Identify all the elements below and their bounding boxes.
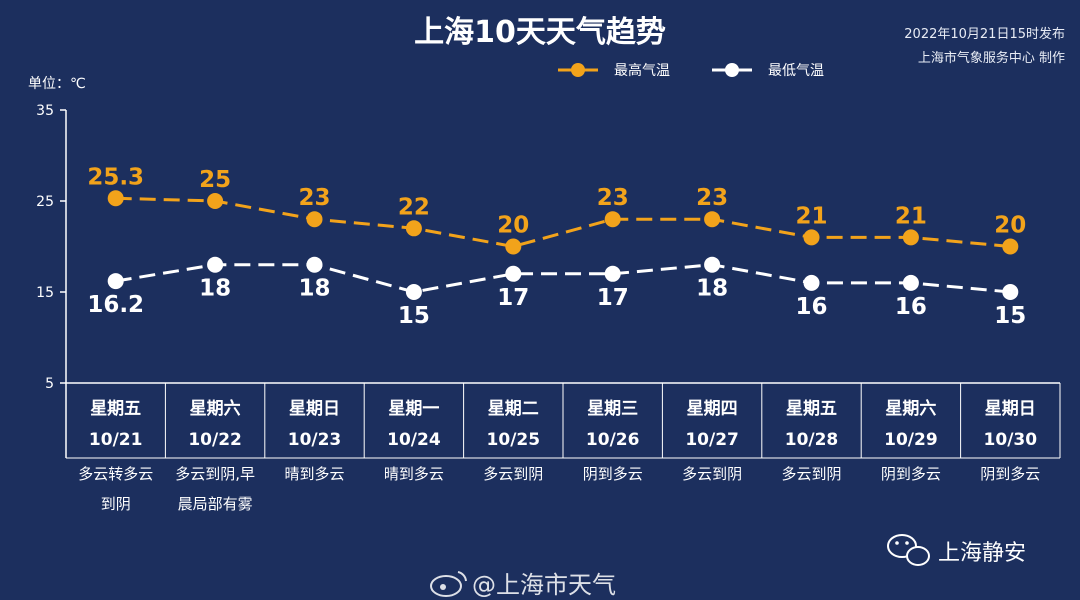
low-temp-point bbox=[803, 274, 820, 291]
legend-low-label: 最低气温 bbox=[768, 63, 824, 79]
condition-label: 晴到多云 bbox=[384, 465, 444, 483]
date-label: 10/28 bbox=[785, 430, 839, 450]
condition-label: 阴到多云 bbox=[881, 465, 941, 483]
low-temp-point bbox=[505, 265, 522, 282]
low-temp-label: 16 bbox=[895, 294, 927, 320]
high-temp-label: 20 bbox=[497, 213, 529, 239]
high-temp-label: 23 bbox=[597, 185, 629, 211]
high-temp-point bbox=[803, 229, 820, 246]
condition-label: 多云转多云 bbox=[78, 465, 153, 483]
day-label: 星期六 bbox=[885, 398, 936, 419]
legend-high-label: 最高气温 bbox=[614, 62, 670, 79]
high-temp-point bbox=[1002, 238, 1019, 255]
day-label: 星期一 bbox=[388, 399, 439, 419]
day-label: 星期四 bbox=[687, 399, 738, 419]
low-temp-point bbox=[306, 256, 323, 273]
low-temp-label: 18 bbox=[696, 276, 728, 302]
date-label: 10/27 bbox=[685, 430, 739, 450]
low-temp-label: 17 bbox=[497, 285, 529, 311]
high-temp-point bbox=[604, 211, 621, 228]
weibo-icon bbox=[430, 571, 467, 597]
chart-title: 上海10天天气趋势 bbox=[414, 15, 666, 50]
date-label: 10/23 bbox=[288, 430, 342, 450]
y-tick-label: 5 bbox=[45, 376, 54, 392]
condition-label: 多云到阴 bbox=[682, 465, 742, 483]
high-temp-label: 22 bbox=[398, 194, 430, 220]
date-label: 10/21 bbox=[89, 430, 143, 450]
high-temp-point bbox=[306, 211, 323, 228]
high-temp-point bbox=[902, 229, 919, 246]
day-label: 星期五 bbox=[786, 399, 837, 419]
high-temp-point bbox=[505, 238, 522, 255]
condition-label: 阴到多云 bbox=[583, 465, 643, 483]
high-temp-point bbox=[107, 190, 124, 207]
condition-label: 多云到阴 bbox=[483, 465, 543, 483]
date-label: 10/25 bbox=[487, 430, 541, 450]
publish-time: 2022年10月21日15时发布 bbox=[904, 26, 1065, 42]
wechat-watermark-text: 上海静安 bbox=[938, 541, 1026, 566]
weibo-watermark: @上海市天气 bbox=[430, 571, 616, 599]
high-temp-label: 23 bbox=[696, 185, 728, 211]
day-label: 星期三 bbox=[587, 399, 638, 419]
y-tick-label: 15 bbox=[36, 285, 54, 301]
high-temp-label: 25.3 bbox=[87, 164, 144, 190]
high-temp-label: 21 bbox=[795, 203, 827, 229]
high-temp-point bbox=[207, 193, 224, 209]
high-temp-point bbox=[704, 211, 721, 228]
low-temp-point bbox=[107, 273, 124, 290]
date-label: 10/26 bbox=[586, 430, 640, 450]
low-temp-point bbox=[704, 256, 721, 273]
high-temp-label: 21 bbox=[895, 203, 927, 229]
low-temp-label: 16 bbox=[795, 294, 827, 320]
day-label: 星期日 bbox=[289, 399, 340, 419]
unit-label: 单位：℃ bbox=[28, 76, 86, 92]
low-temp-label: 18 bbox=[298, 276, 330, 302]
condition-label: 多云到阴 bbox=[781, 465, 841, 483]
day-label: 星期五 bbox=[90, 399, 141, 419]
date-label: 10/22 bbox=[188, 430, 242, 450]
high-temp-label: 23 bbox=[298, 185, 330, 211]
high-temp-label: 25 bbox=[199, 167, 231, 193]
low-temp-label: 15 bbox=[398, 303, 430, 329]
wechat-icon bbox=[887, 534, 930, 566]
low-temp-label: 15 bbox=[994, 303, 1026, 329]
wechat-watermark: 上海静安 bbox=[887, 534, 1026, 566]
legend: 最高气温 最低气温 bbox=[558, 62, 824, 79]
low-temp-point bbox=[207, 256, 224, 273]
date-label: 10/29 bbox=[884, 430, 938, 450]
condition-label: 多云到阴,早 bbox=[175, 465, 255, 483]
legend-high-marker bbox=[571, 63, 585, 77]
low-temp-line bbox=[115, 263, 1011, 294]
legend-low-marker bbox=[725, 63, 739, 77]
day-label: 星期六 bbox=[190, 398, 241, 419]
high-temp-label: 20 bbox=[994, 213, 1026, 239]
low-temp-point bbox=[1002, 284, 1019, 300]
condition-label: 晴到多云 bbox=[284, 465, 344, 483]
series-lines bbox=[115, 196, 1011, 294]
low-temp-point bbox=[604, 265, 621, 282]
low-temp-label: 18 bbox=[199, 276, 231, 302]
high-temp-line bbox=[115, 196, 1011, 249]
weibo-watermark-text: @上海市天气 bbox=[472, 571, 616, 599]
publish-producer: 上海市气象服务中心 制作 bbox=[918, 50, 1065, 66]
low-temp-point bbox=[405, 284, 422, 300]
day-label: 星期日 bbox=[985, 399, 1036, 419]
low-temp-label: 16.2 bbox=[87, 292, 144, 318]
data-points: 25.3 25 23 22 20 23 23 21 21 20 16.2 18 18 15 17 17 18 16… bbox=[87, 164, 1026, 329]
high-temp-point bbox=[405, 220, 422, 237]
low-temp-label: 17 bbox=[597, 285, 629, 311]
date-label: 10/24 bbox=[387, 430, 441, 450]
y-tick-label: 25 bbox=[36, 194, 54, 210]
day-label: 星期二 bbox=[488, 399, 539, 419]
condition-label: 晨局部有雾 bbox=[178, 495, 253, 513]
condition-label: 到阴 bbox=[101, 495, 131, 513]
y-tick-label: 35 bbox=[36, 103, 54, 119]
condition-label: 阴到多云 bbox=[980, 465, 1040, 483]
axes: 5 15 25 35 bbox=[36, 103, 1061, 459]
low-temp-point bbox=[902, 274, 919, 291]
date-label: 10/30 bbox=[984, 430, 1038, 450]
